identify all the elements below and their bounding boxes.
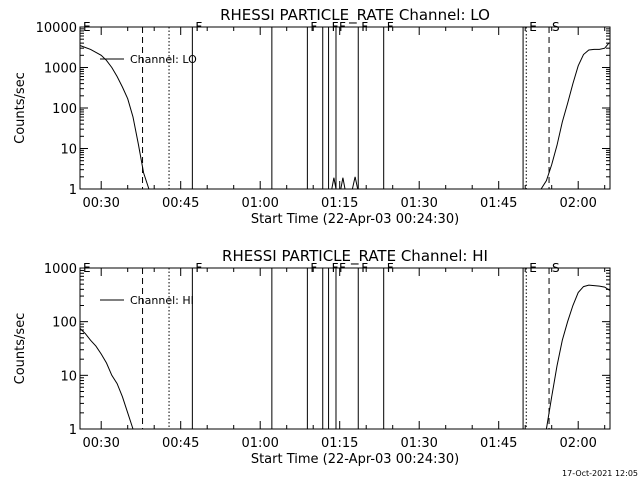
x-tick-label: 00:30 <box>82 436 119 451</box>
event-marker-label: F <box>387 20 394 34</box>
event-marker-label: F <box>310 20 317 34</box>
series-line-segment <box>79 45 150 190</box>
series-line-segment <box>331 177 337 190</box>
series-line-segment <box>351 176 359 190</box>
y-axis-label: Counts/sec <box>13 72 28 144</box>
y-tick-label: 10 <box>60 143 77 158</box>
event-marker-label: F <box>195 261 202 275</box>
event-marker-label: S <box>552 261 560 275</box>
y-tick-label: 1 <box>69 423 77 438</box>
event-marker-label: F <box>195 20 202 34</box>
event-marker-label: F <box>332 261 339 275</box>
event-marker-label: S <box>552 20 560 34</box>
event-marker-label: F <box>387 261 394 275</box>
y-tick-label: 100 <box>52 102 77 117</box>
chart-title: RHESSI PARTICLE_RATE Channel: HI <box>222 247 488 266</box>
chart-title: RHESSI PARTICLE_RATE Channel: LO <box>220 6 490 25</box>
series-line-segment <box>340 177 346 190</box>
legend-label: Channel: LO <box>130 53 197 66</box>
generation-timestamp: 17-Oct-2021 12:05 <box>562 469 638 478</box>
x-axis-label: Start Time (22-Apr-03 00:24:30) <box>251 452 459 467</box>
x-tick-label: 02:00 <box>559 196 596 211</box>
y-tick-label: 10000 <box>36 21 77 36</box>
y-tick-label: 10 <box>60 369 77 384</box>
y-tick-label: 1 <box>69 183 77 198</box>
plot-frame <box>79 267 611 430</box>
legend-label: Channel: HI <box>130 294 194 307</box>
event-marker-label: E <box>83 20 91 34</box>
event-marker-label: E <box>83 261 91 275</box>
event-marker-label: F <box>361 261 368 275</box>
event-marker-label: F <box>332 20 339 34</box>
event-marker-label: F <box>310 261 317 275</box>
x-axis-label: Start Time (22-Apr-03 00:24:30) <box>251 212 459 227</box>
event-marker-label: E <box>529 261 537 275</box>
x-tick-label: 00:30 <box>82 196 119 211</box>
x-tick-label: 01:30 <box>400 196 437 211</box>
y-axis-label: Counts/sec <box>13 313 28 385</box>
event-marker-label: F <box>361 20 368 34</box>
x-tick-label: 01:00 <box>241 436 278 451</box>
x-tick-label: 00:45 <box>162 196 199 211</box>
x-tick-label: 01:00 <box>241 196 278 211</box>
event-marker-label: F <box>339 20 346 34</box>
x-tick-label: 01:15 <box>321 196 358 211</box>
y-tick-label: 100 <box>52 316 77 331</box>
y-tick-label: 1000 <box>44 262 77 277</box>
series-line-segment <box>545 284 611 430</box>
x-tick-label: 01:45 <box>480 196 517 211</box>
series-line-segment <box>540 42 610 190</box>
series-line-segment <box>79 328 134 430</box>
x-tick-label: 01:15 <box>321 436 358 451</box>
x-tick-label: 00:45 <box>162 436 199 451</box>
plot-frame <box>79 26 611 190</box>
chart-panel-2: RHESSI PARTICLE_RATE Channel: HI Counts/s… <box>13 247 611 467</box>
y-tick-label: 1000 <box>44 62 77 77</box>
chart-panel-1: RHESSI PARTICLE_RATE Channel: LO Counts/s… <box>13 6 611 227</box>
event-marker-label: E <box>529 20 537 34</box>
event-marker-label: F <box>339 261 346 275</box>
x-tick-label: 01:30 <box>400 436 437 451</box>
x-tick-label: 02:00 <box>559 436 596 451</box>
x-tick-label: 01:45 <box>480 436 517 451</box>
